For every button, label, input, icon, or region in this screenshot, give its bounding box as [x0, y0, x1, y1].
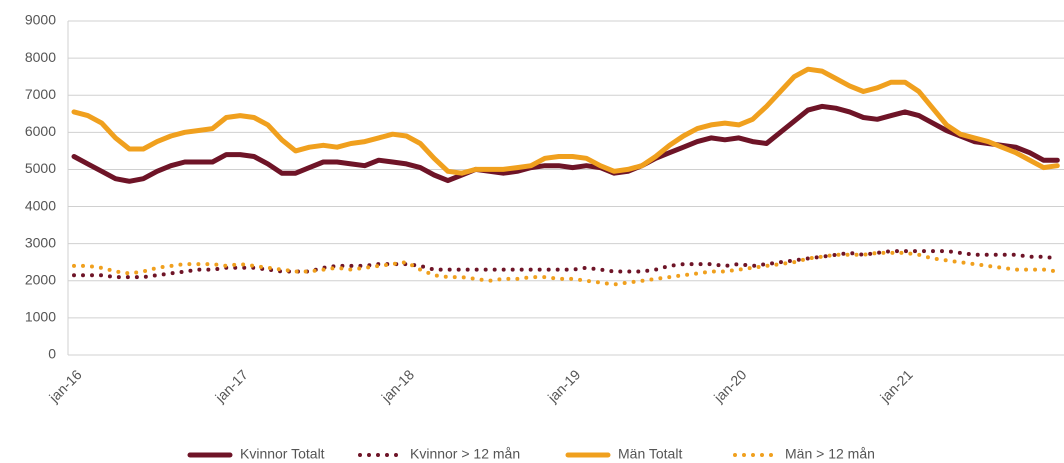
y-tick-label: 3000: [25, 234, 56, 250]
y-tick-label: 2000: [25, 271, 56, 287]
legend-label: Män Totalt: [618, 446, 682, 462]
y-tick-label: 9000: [25, 12, 56, 28]
y-tick-label: 1000: [25, 309, 56, 325]
y-tick-label: 8000: [25, 49, 56, 65]
x-tick-label: jan-17: [211, 366, 251, 406]
x-tick-label: jan-19: [544, 366, 584, 406]
series-line: [72, 249, 1060, 280]
y-tick-label: 0: [48, 346, 56, 362]
legend-label: Kvinnor Totalt: [240, 446, 325, 462]
y-tick-label: 5000: [25, 160, 56, 176]
y-tick-label: 4000: [25, 197, 56, 213]
x-tick-label: jan-16: [45, 366, 85, 406]
series-line: [72, 250, 1060, 287]
y-tick-label: 7000: [25, 86, 56, 102]
series-line: [71, 66, 1060, 176]
y-tick-label: 6000: [25, 123, 56, 139]
series-line: [71, 103, 1060, 184]
x-tick-label: jan-18: [378, 366, 418, 406]
legend-label: Män > 12 mån: [785, 446, 875, 462]
x-tick-label: jan-21: [876, 366, 916, 406]
x-tick-label: jan-20: [710, 366, 750, 406]
legend-label: Kvinnor > 12 mån: [410, 446, 520, 462]
